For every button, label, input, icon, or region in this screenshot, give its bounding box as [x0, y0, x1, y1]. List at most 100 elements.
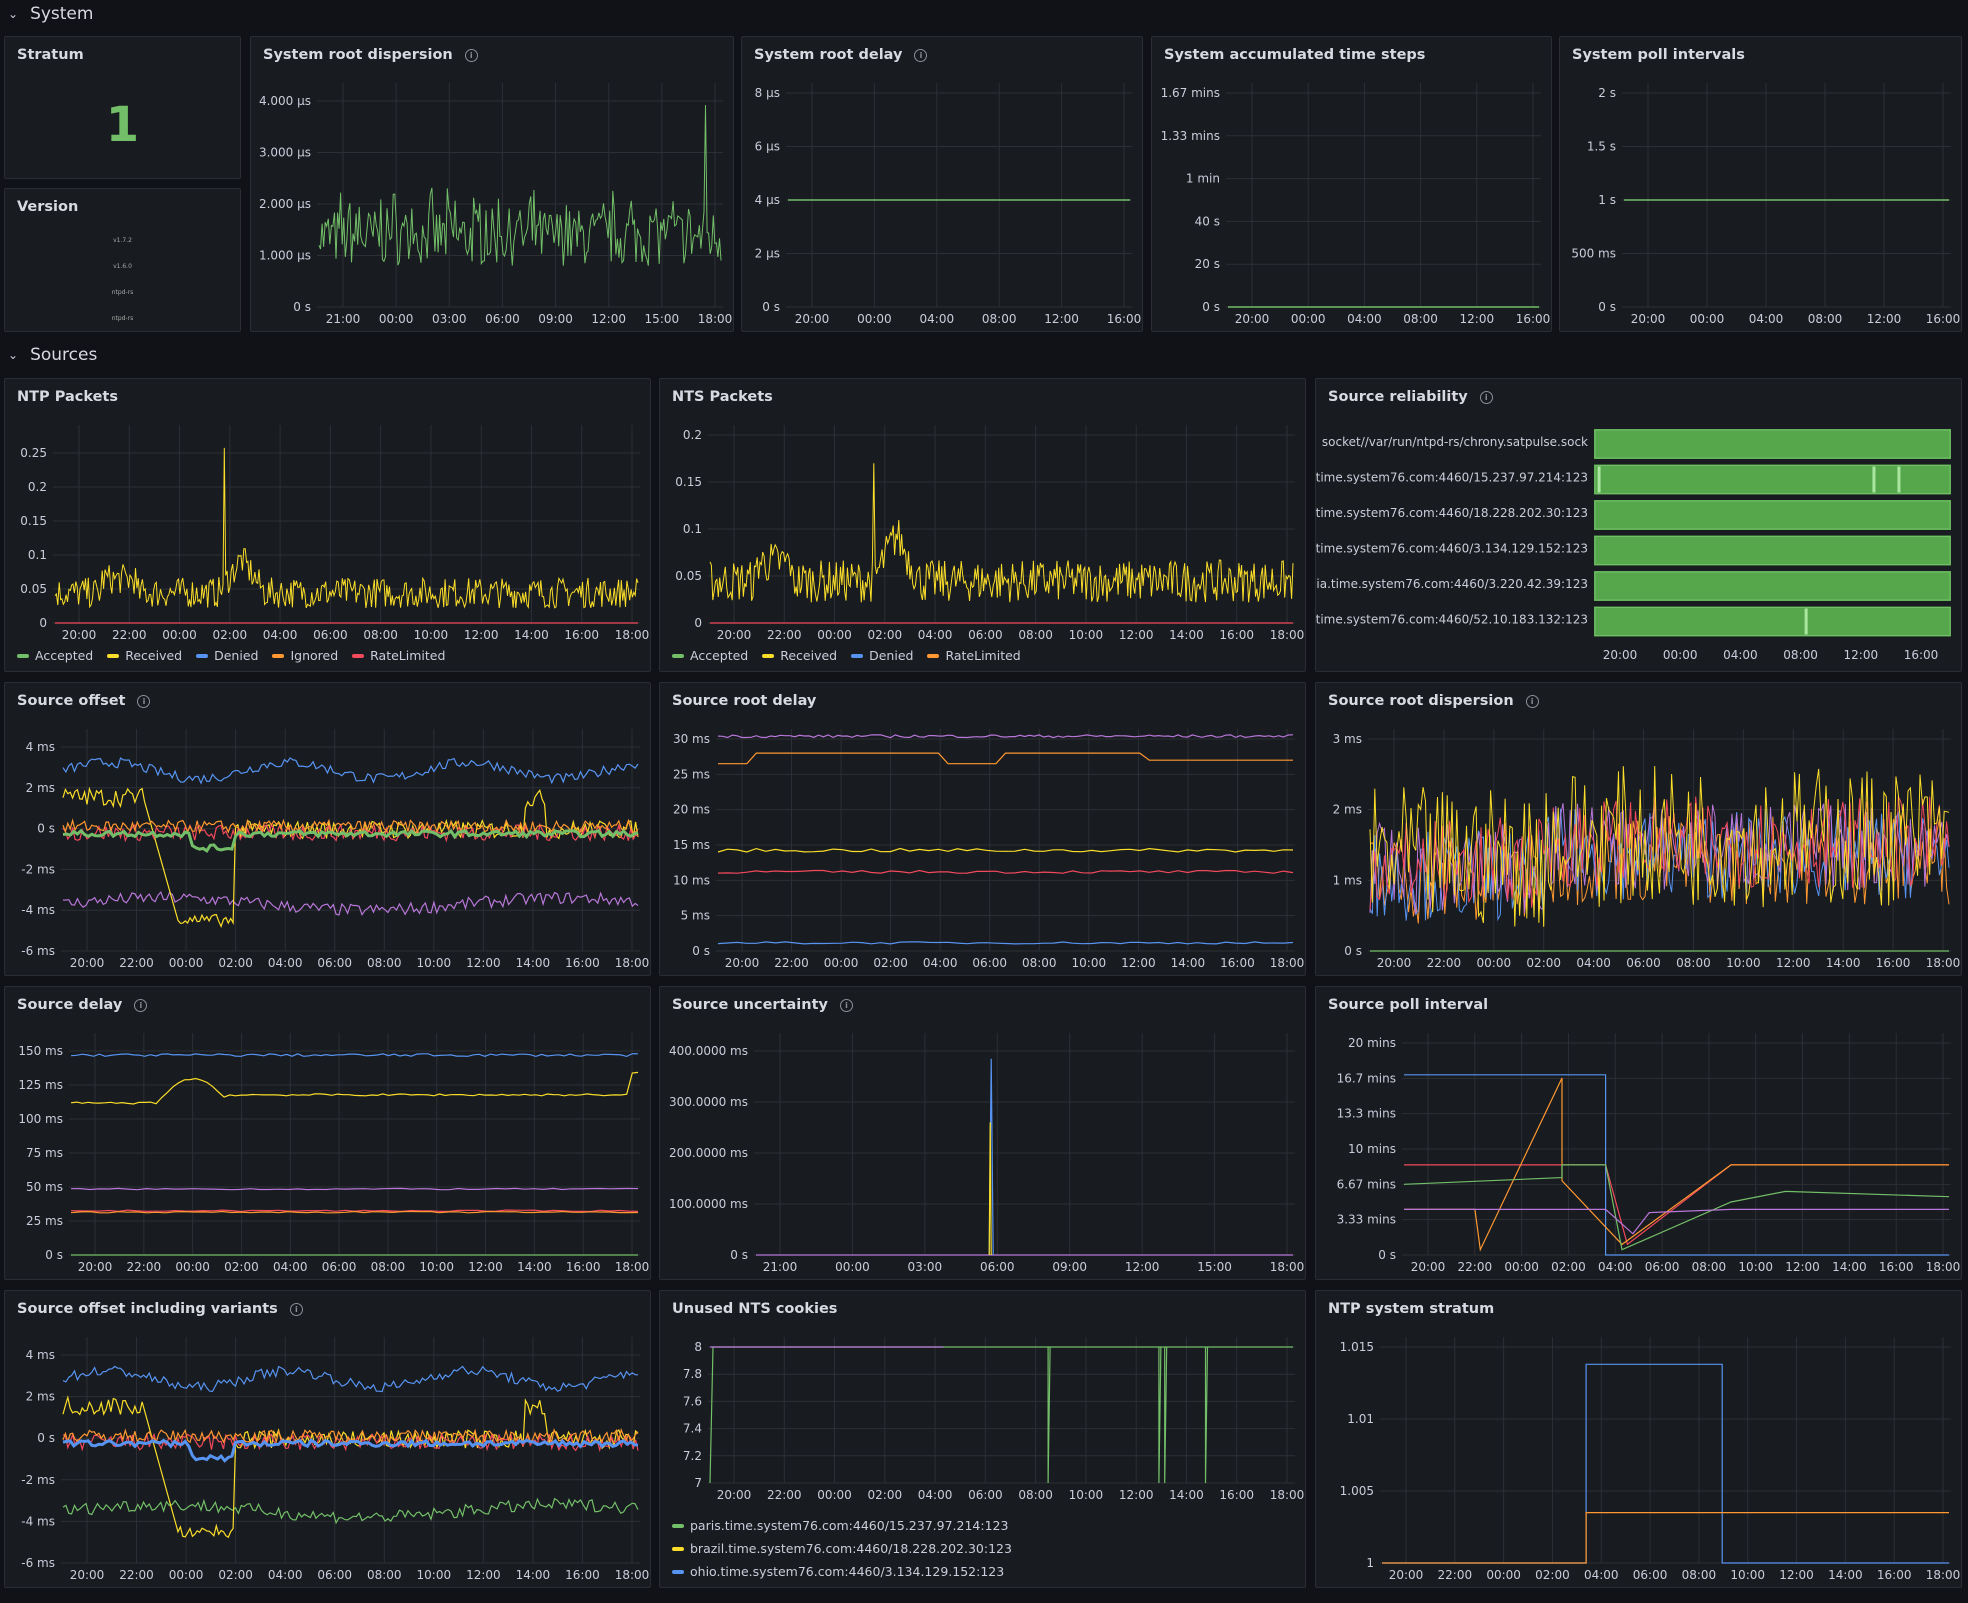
y-tick-label: 0.05 — [20, 582, 47, 596]
legend-item[interactable]: Accepted — [672, 648, 748, 663]
legend-item[interactable]: RateLimited — [927, 648, 1021, 663]
legend-swatch — [107, 653, 120, 658]
x-tick-label: 06:00 — [972, 956, 1007, 970]
x-tick-label: 12:00 — [464, 628, 499, 642]
x-tick-label: 04:00 — [1723, 648, 1758, 662]
y-tick-label: 1 s — [1598, 193, 1616, 207]
series-line — [62, 822, 639, 843]
x-tick-label: 20:00 — [1411, 1260, 1446, 1274]
x-tick-label: 20:00 — [725, 956, 760, 970]
panel-stratum[interactable]: Stratum 1 — [4, 36, 241, 179]
x-tick-label: 18:00 — [1270, 956, 1305, 970]
panel-system-accumulated-time-steps[interactable]: 1.67 mins 1.33 mins 1 min 40 s 20 s 0 s 20:00 0… — [1151, 36, 1552, 332]
legend-item[interactable]: paris.time.system76.com:4460/15.237.97.2… — [672, 1518, 1012, 1533]
reliability-bar — [1594, 500, 1951, 530]
panel-system-root-delay[interactable]: 8 µs 6 µs 4 µs 2 µs 0 s 20:00 00:00 04:00 08:00 1… — [741, 36, 1143, 332]
panel-source-poll-interval[interactable]: 20 mins 16.7 mins 13.3 mins 10 mins 6.67 min… — [1315, 986, 1962, 1280]
legend-item[interactable]: Ignored — [272, 648, 338, 663]
x-tick-label: 22:00 — [119, 1568, 154, 1582]
row-sources[interactable]: ⌄ Sources — [8, 345, 98, 365]
panel-title-text: System poll intervals — [1572, 47, 1745, 63]
panel-source-root-delay[interactable]: 30 ms 25 ms 20 ms 15 ms 10 ms 5 ms 0 s 20:00 22:… — [659, 682, 1306, 976]
x-tick-label: 06:00 — [1626, 956, 1661, 970]
panel-source-offset-including-variants[interactable]: 4 ms 2 ms 0 s -2 ms -4 ms -6 ms 20:00 22:00 00:0… — [4, 1290, 651, 1588]
x-tick-label: 02:00 — [873, 956, 908, 970]
panel-system-poll-intervals[interactable]: 2 s 1.5 s 1 s 500 ms 0 s 20:00 00:00 04:00 08:00… — [1559, 36, 1962, 332]
x-tick-label: 06:00 — [317, 956, 352, 970]
source-label: o.time.system76.com:4460/3.134.129.152:1… — [1316, 542, 1588, 556]
info-icon[interactable]: i — [464, 48, 478, 62]
info-icon[interactable]: i — [1525, 694, 1539, 708]
info-icon[interactable]: i — [1479, 390, 1493, 404]
info-icon[interactable]: i — [134, 998, 148, 1012]
x-tick-label: 04:00 — [923, 956, 958, 970]
legend-item[interactable]: Accepted — [17, 648, 93, 663]
series-line — [70, 1071, 639, 1105]
legend-item[interactable]: RateLimited — [352, 648, 445, 663]
panel-source-reliability[interactable]: 20:00 00:00 04:00 08:00 12:00 16:00 socket//va… — [1315, 378, 1962, 672]
panel-source-uncertainty[interactable]: 400.0000 ms 300.0000 ms 200.0000 ms 100.000… — [659, 986, 1306, 1280]
panel-title: System poll intervals — [1572, 47, 1745, 63]
x-tick-label: 00:00 — [175, 1260, 210, 1274]
x-tick-label: 22:00 — [112, 628, 147, 642]
row-system[interactable]: ⌄ System — [8, 4, 94, 24]
panel-system-root-dispersion[interactable]: 4.000 µs 3.000 µs 2.000 µs 1.000 µs 0 s 21:00… — [250, 36, 734, 332]
x-tick-label: 20:00 — [1389, 1568, 1424, 1582]
x-tick-label: 00:00 — [169, 1568, 204, 1582]
panel-title: NTS Packets — [672, 389, 773, 405]
reliability-bar — [1594, 429, 1951, 459]
x-tick-label: 08:00 — [1022, 956, 1057, 970]
series-line — [62, 786, 639, 929]
panel-source-delay[interactable]: 150 ms 125 ms 100 ms 75 ms 50 ms 25 ms 0 s 20:0… — [4, 986, 651, 1280]
chart-canvas: 2 s 1.5 s 1 s 500 ms 0 s 20:00 00:00 04:00 08:00… — [1571, 83, 1960, 326]
x-tick-label: 04:00 — [920, 312, 955, 326]
x-tick-label: 00:00 — [857, 312, 892, 326]
x-tick-label: 02:00 — [1535, 1568, 1570, 1582]
info-icon[interactable]: i — [914, 48, 928, 62]
series-line — [717, 869, 1294, 874]
panel-source-root-dispersion[interactable]: 3 ms 2 ms 1 ms 0 s 20:00 22:00 00:00 02:00 04:00… — [1315, 682, 1962, 976]
legend-item[interactable]: Received — [107, 648, 182, 663]
x-tick-label: 04:00 — [918, 1488, 953, 1502]
legend-swatch — [672, 1546, 684, 1551]
panel-unused-nts-cookies[interactable]: 8 7.8 7.6 7.4 7.2 7 20:00 22:00 00:00 02:00 04:00 0… — [659, 1290, 1306, 1588]
legend-swatch — [17, 653, 29, 658]
info-icon[interactable]: i — [839, 998, 853, 1012]
info-icon[interactable]: i — [289, 1302, 303, 1316]
legend-item[interactable]: ohio.time.system76.com:4460/3.134.129.15… — [672, 1564, 1012, 1579]
x-tick-label: 00:00 — [1663, 648, 1698, 662]
series-line — [1404, 1077, 1949, 1252]
panel-source-offset[interactable]: 4 ms 2 ms 0 s -2 ms -4 ms -6 ms 20:00 22:00 00:0… — [4, 682, 651, 976]
x-tick-label: 06:00 — [1633, 1568, 1668, 1582]
panel-ntp-system-stratum[interactable]: 1.015 1.01 1.005 1 20:00 22:00 00:00 02:00 04:00… — [1315, 1290, 1962, 1588]
panel-nts-packets[interactable]: 0.2 0.15 0.1 0.05 0 20:00 22:00 00:00 02:00 04:00… — [659, 378, 1306, 672]
x-tick-label: 04:00 — [1576, 956, 1611, 970]
series-line — [62, 890, 639, 917]
x-tick-label: 16:00 — [565, 956, 600, 970]
panel-title: System root delay i — [754, 47, 928, 63]
legend-item[interactable]: Denied — [851, 648, 913, 663]
legend-item[interactable]: Denied — [196, 648, 258, 663]
source-label: iia.time.system76.com:4460/3.220.42.39:1… — [1316, 577, 1588, 591]
panel-title: System root dispersion i — [263, 47, 478, 63]
stratum-value: 1 — [105, 97, 140, 153]
info-icon[interactable]: i — [137, 694, 151, 708]
panel-version[interactable]: Version v1.7.2 v1.6.0 ntpd-rs ntpd-rs — [4, 188, 241, 332]
x-tick-label: 14:00 — [516, 1568, 551, 1582]
x-tick-label: 22:00 — [119, 956, 154, 970]
x-tick-label: 12:00 — [466, 1568, 501, 1582]
chart-canvas: 1.015 1.01 1.005 1 20:00 22:00 00:00 02:00 04:00… — [1340, 1337, 1960, 1582]
legend-item[interactable]: Received — [762, 648, 837, 663]
reliability-bar-border — [1594, 536, 1951, 565]
legend-item[interactable]: brazil.time.system76.com:4460/18.228.202… — [672, 1541, 1012, 1556]
reliability-bar-border — [1594, 607, 1951, 636]
x-tick-label: 18:00 — [615, 956, 650, 970]
series-line — [62, 1365, 639, 1393]
y-tick-label: 20 mins — [1348, 1036, 1396, 1050]
panel-title-text: Source root delay — [672, 693, 817, 709]
version-item: v1.6.0 — [113, 263, 132, 270]
panel-ntp-packets[interactable]: 0.25 0.2 0.15 0.1 0.05 0 20:00 22:00 00:00 02:00 0… — [4, 378, 651, 672]
x-tick-label: 14:00 — [514, 628, 549, 642]
legend-label: Accepted — [690, 648, 749, 663]
x-tick-label: 03:00 — [432, 312, 467, 326]
